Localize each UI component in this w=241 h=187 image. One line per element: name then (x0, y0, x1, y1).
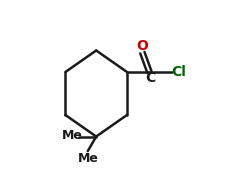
Text: Me: Me (62, 129, 83, 142)
Text: O: O (136, 39, 148, 53)
Text: Cl: Cl (172, 65, 186, 79)
Text: C: C (145, 71, 155, 85)
Text: Me: Me (78, 152, 99, 165)
